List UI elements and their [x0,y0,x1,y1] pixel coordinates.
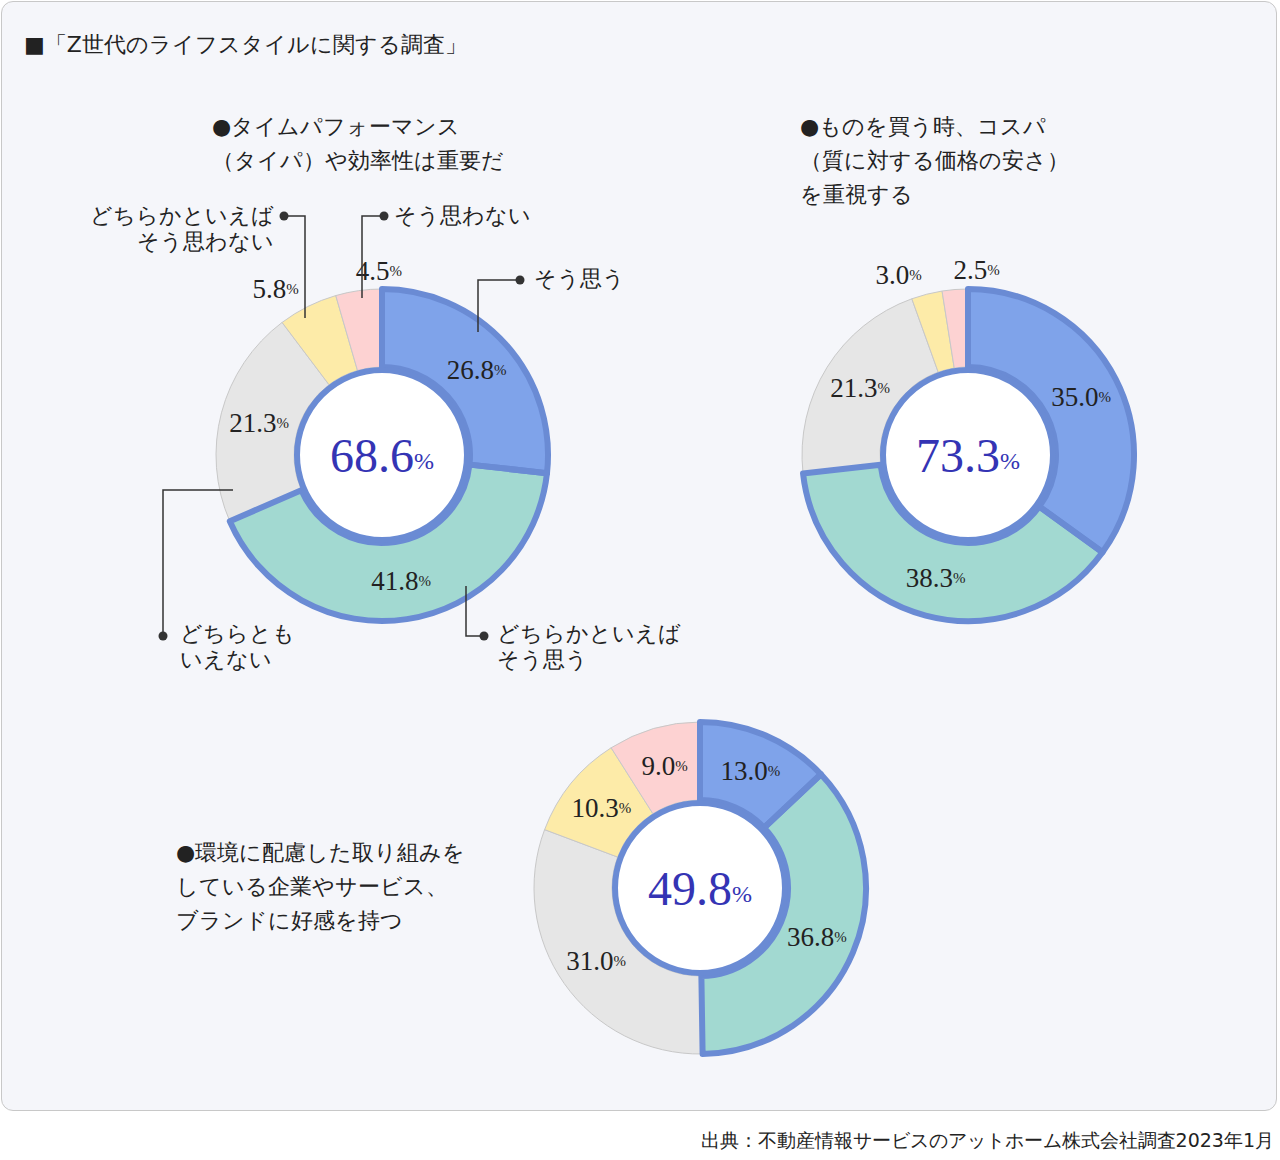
svg-text:3.0%: 3.0% [876,260,922,290]
html-text:73.3%: 73.3% [916,428,1020,482]
svg-text:5.8%: 5.8% [253,274,299,304]
html-text:●環境に配慮した取り組みを している企業やサービス、 ブラン: ●環境に配慮した取り組みを している企業やサービス、 ブランドに好感を持つ [176,840,466,933]
html-text:出典：不動産情報サービスのアットホーム株式会社調査2023年: 出典：不動産情報サービスのアットホーム株式会社調査2023年1月 [700,1129,1274,1151]
svg-text:41.8%: 41.8% [371,566,431,596]
html-text:49.8%: 49.8% [648,861,752,915]
html-text:68.6%: 68.6% [330,428,434,482]
html-text:■「Z世代のライフスタイルに関する調査」: ■「Z世代のライフスタイルに関する調査」 [24,32,467,57]
html-text:そう思う: そう思う [534,266,625,291]
svg-text:4.5%: 4.5% [356,256,402,286]
svg-text:36.8%: 36.8% [787,922,847,952]
html-text:●タイムパフォーマンス （タイパ）や効率性は重要だ: ●タイムパフォーマンス （タイパ）や効率性は重要だ [212,114,504,173]
svg-text:9.0%: 9.0% [641,751,687,781]
html-text:そう思わない: そう思わない [394,203,531,228]
svg-text:2.5%: 2.5% [953,255,999,285]
html-text:●ものを買う時、コスパ （質に対する価格の安さ） を重視する: ●ものを買う時、コスパ （質に対する価格の安さ） を重視する [800,114,1069,207]
svg-text:21.3%: 21.3% [229,408,289,438]
svg-text:26.8%: 26.8% [447,355,507,385]
svg-text:31.0%: 31.0% [566,946,626,976]
svg-text:10.3%: 10.3% [572,793,632,823]
html-text:どちらかといえば そう思う: どちらかといえば そう思う [497,621,681,672]
svg-text:35.0%: 35.0% [1051,382,1111,412]
svg-text:21.3%: 21.3% [830,373,890,403]
svg-text:13.0%: 13.0% [721,756,781,786]
html-text:どちらとも いえない: どちらとも いえない [180,621,295,672]
svg-text:38.3%: 38.3% [906,563,966,593]
html-text:どちらかといえば そう思わない: どちらかといえば そう思わない [90,203,274,254]
